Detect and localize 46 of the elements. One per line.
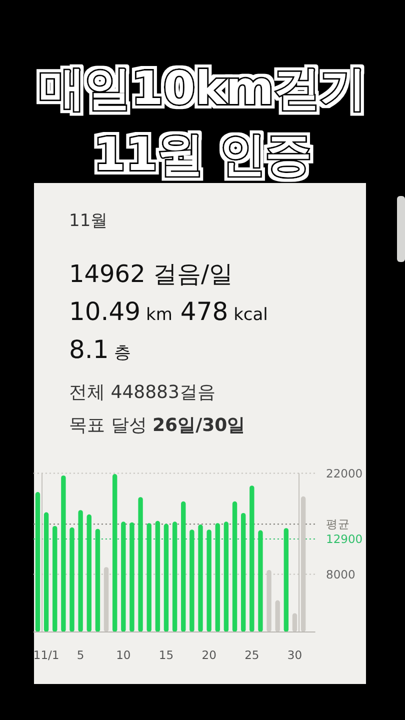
bar bbox=[190, 530, 194, 632]
text: 전체 448883걸음 bbox=[69, 382, 216, 403]
chart-title: 매일10km걷기 11월 인증 bbox=[39, 61, 366, 181]
x-tick-label: 11/1 bbox=[33, 648, 60, 662]
text: 목표 달성 26일/30일 bbox=[69, 415, 246, 436]
bar bbox=[35, 492, 40, 632]
x-tick-label: 20 bbox=[202, 648, 216, 662]
x-tick-label: 25 bbox=[244, 648, 260, 662]
ref-line-label: 12900 bbox=[326, 532, 363, 546]
text: 8.1 층 bbox=[69, 335, 132, 364]
bar bbox=[138, 497, 143, 632]
bar bbox=[250, 486, 254, 632]
bar bbox=[112, 474, 118, 632]
text: 11월 bbox=[69, 211, 108, 231]
bar bbox=[146, 523, 152, 632]
y-tick-label: 8000 bbox=[326, 567, 356, 582]
bar bbox=[215, 523, 220, 632]
text: 14962 걸음/일 bbox=[69, 260, 234, 288]
text: 10.49 km 478 kcal bbox=[69, 297, 268, 326]
bar bbox=[130, 522, 134, 632]
bar bbox=[232, 501, 238, 632]
y-tick-label: 22000 bbox=[326, 466, 363, 480]
bar bbox=[284, 528, 289, 632]
bar bbox=[95, 528, 100, 632]
bar bbox=[258, 530, 263, 632]
bar bbox=[181, 501, 186, 632]
bar bbox=[172, 522, 178, 632]
x-tick-label: 5 bbox=[76, 648, 84, 662]
bar bbox=[164, 524, 169, 632]
x-tick-label: 30 bbox=[287, 648, 302, 662]
bar bbox=[44, 512, 49, 632]
bar bbox=[52, 526, 58, 632]
bar bbox=[121, 522, 126, 632]
bar bbox=[240, 512, 246, 632]
bar bbox=[78, 510, 83, 632]
bar bbox=[70, 527, 74, 632]
bar bbox=[198, 524, 203, 632]
ref-line-label: 평균 bbox=[326, 517, 350, 532]
bar bbox=[86, 514, 92, 632]
bar bbox=[61, 475, 66, 632]
bar bbox=[155, 520, 160, 632]
bar bbox=[224, 522, 229, 632]
bar bbox=[206, 530, 212, 632]
x-tick-label: 15 bbox=[158, 648, 174, 662]
x-tick-label: 10 bbox=[116, 648, 131, 662]
bar bbox=[275, 600, 280, 632]
